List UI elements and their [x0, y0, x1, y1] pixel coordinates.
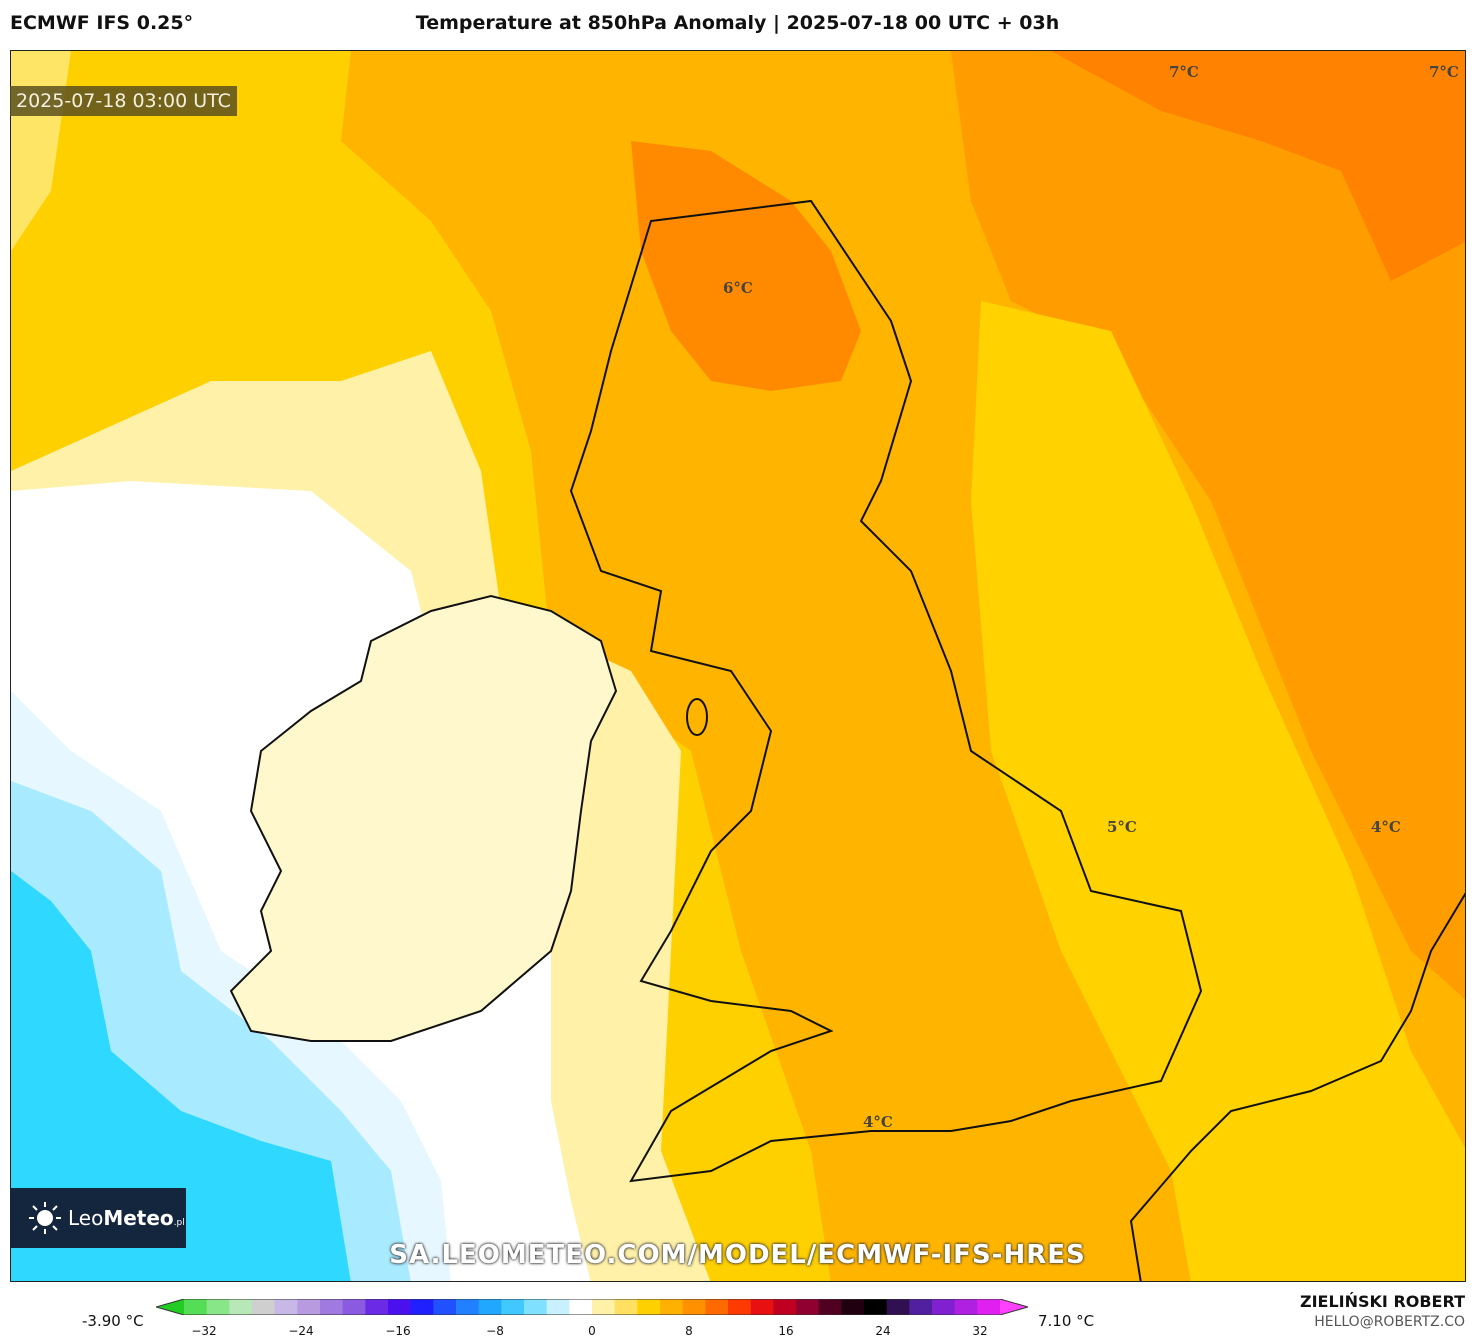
leometeo-logo[interactable]: LeoMeteo.pl [10, 1188, 186, 1248]
colorbar [156, 1299, 1028, 1315]
colorbar-segment [297, 1299, 321, 1315]
contour-label: 7°C [1169, 63, 1199, 81]
colorbar-segment [909, 1299, 933, 1315]
colorbar-segment [637, 1299, 661, 1315]
colorbar-segment [206, 1299, 230, 1315]
colorbar-segment [841, 1299, 865, 1315]
ireland-outline [229, 594, 618, 1042]
contour-label: 7°C [1429, 63, 1459, 81]
colorbar-tick-label: 24 [875, 1324, 891, 1338]
colorbar-segment [433, 1299, 457, 1315]
contour-label: 5°C [1107, 818, 1137, 836]
isle-of-man-outline [686, 698, 708, 736]
anomaly-band-5c [951, 51, 1465, 1000]
colorbar-segment [388, 1299, 412, 1315]
colorbar-segment [365, 1299, 389, 1315]
colorbar-segment [569, 1299, 593, 1315]
colorbar-segment [705, 1299, 729, 1315]
contour-label: 4°C [1371, 818, 1401, 836]
logo-text: LeoMeteo.pl [68, 1206, 185, 1230]
colorbar-tick-label: 16 [778, 1324, 794, 1338]
colorbar-segment [886, 1299, 910, 1315]
colorbar-segment [252, 1299, 276, 1315]
colorbar-segment [184, 1299, 208, 1315]
colorbar-segment [410, 1299, 434, 1315]
colorbar-tick-label: 8 [685, 1324, 693, 1338]
model-name: ECMWF IFS 0.25° [10, 12, 194, 34]
anomaly-band-4c [971, 301, 1465, 1281]
colorbar-tick-label: −16 [385, 1324, 411, 1338]
colorbar-segment [818, 1299, 842, 1315]
anomaly-map [11, 51, 1465, 1281]
colorbar-segment [614, 1299, 638, 1315]
map-canvas[interactable]: 7°C 7°C 6°C 5°C 4°C 4°C [10, 50, 1466, 1282]
colorbar-tick-label: −24 [288, 1324, 314, 1338]
colorbar-tick-label: 0 [588, 1324, 596, 1338]
great-britain-outline [569, 199, 1203, 1183]
colorbar-segment [728, 1299, 752, 1315]
author-name: ZIELIŃSKI ROBERT [1299, 1292, 1465, 1311]
colorbar-tick-label: −32 [191, 1324, 217, 1338]
anomaly-band-7c [1051, 51, 1465, 281]
colorbar-segment [932, 1299, 956, 1315]
colorbar-max-arrow [1000, 1299, 1028, 1315]
colorbar-segment [501, 1299, 525, 1315]
map-title: Temperature at 850hPa Anomaly | 2025-07-… [415, 12, 1060, 34]
colorbar-segment [660, 1299, 684, 1315]
colorbar-segment [229, 1299, 253, 1315]
colorbar-segment [342, 1299, 366, 1315]
colorbar-segment [750, 1299, 774, 1315]
colorbar-segment [954, 1299, 978, 1315]
colorbar-segment [478, 1299, 502, 1315]
colorbar-segment [682, 1299, 706, 1315]
colorbar-min-label: -3.90 °C [82, 1312, 144, 1330]
sun-icon [29, 1202, 61, 1234]
source-watermark: SA.LEOMETEO.COM/MODEL/ECMWF-IFS-HRES [389, 1240, 1086, 1270]
colorbar-segment [773, 1299, 797, 1315]
colorbar-max-label: 7.10 °C [1038, 1312, 1095, 1330]
colorbar-segment [524, 1299, 548, 1315]
continent-outline [1129, 892, 1465, 1281]
colorbar-segment [796, 1299, 820, 1315]
colorbar-segment [546, 1299, 570, 1315]
contour-label: 4°C [863, 1113, 893, 1131]
author-email[interactable]: HELLO@ROBERTZ.CO [1314, 1314, 1465, 1330]
anomaly-band-neg3c [11, 871, 351, 1281]
contour-label: 6°C [723, 279, 753, 297]
colorbar-tick-label: −8 [486, 1324, 504, 1338]
colorbar-segment [592, 1299, 616, 1315]
anomaly-band-6c [631, 141, 861, 391]
colorbar-min-arrow [156, 1299, 184, 1315]
colorbar-segment [864, 1299, 888, 1315]
colorbar-segment [320, 1299, 344, 1315]
colorbar-segment [456, 1299, 480, 1315]
valid-time-badge: 2025-07-18 03:00 UTC [10, 86, 237, 116]
colorbar-tick-label: 32 [972, 1324, 988, 1338]
colorbar-segment [274, 1299, 298, 1315]
colorbar-segment [977, 1299, 1001, 1315]
